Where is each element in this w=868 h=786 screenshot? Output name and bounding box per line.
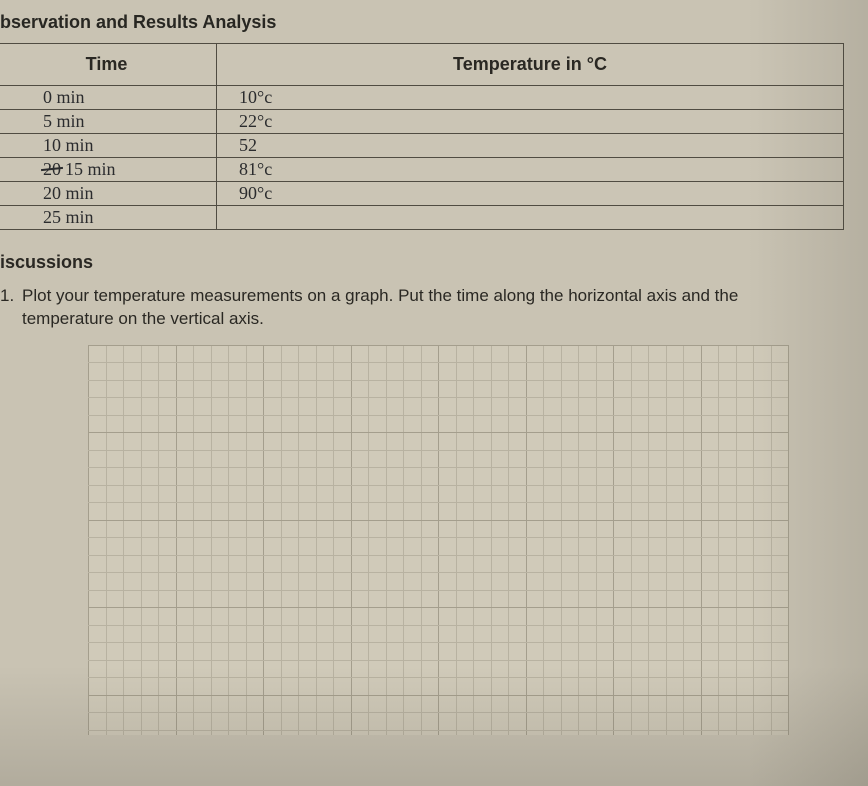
- section-title: bservation and Results Analysis: [0, 12, 850, 33]
- th-time: Time: [0, 44, 217, 86]
- table-row: 10 min 52: [0, 134, 844, 158]
- observation-table: Time Temperature in °C 0 min 10°c 5 min …: [0, 43, 844, 230]
- discussion-title: iscussions: [0, 252, 850, 273]
- question-number: 1.: [0, 285, 22, 331]
- time-value: 15 min: [65, 160, 116, 178]
- table-row: 25 min: [0, 206, 844, 230]
- question-1: 1. Plot your temperature measurements on…: [0, 285, 850, 331]
- temp-value: 10°c: [239, 88, 272, 106]
- graph-grid: [88, 345, 788, 735]
- table-row: 5 min 22°c: [0, 110, 844, 134]
- temp-value: 22°c: [239, 112, 272, 130]
- time-strike: 20: [43, 160, 61, 178]
- temp-value: 90°c: [239, 184, 272, 202]
- table-row: 0 min 10°c: [0, 86, 844, 110]
- table-row: 20 min 90°c: [0, 182, 844, 206]
- time-value: 10 min: [43, 136, 94, 154]
- question-text: Plot your temperature measurements on a …: [22, 285, 850, 331]
- table-row: 2015 min 81°c: [0, 158, 844, 182]
- time-value: 25 min: [43, 208, 94, 226]
- time-value: 5 min: [43, 112, 85, 130]
- time-value: 20 min: [43, 184, 94, 202]
- temp-value: 52: [239, 136, 257, 154]
- th-temp: Temperature in °C: [217, 44, 844, 86]
- time-value: 0 min: [43, 88, 85, 106]
- temp-value: 81°c: [239, 160, 272, 178]
